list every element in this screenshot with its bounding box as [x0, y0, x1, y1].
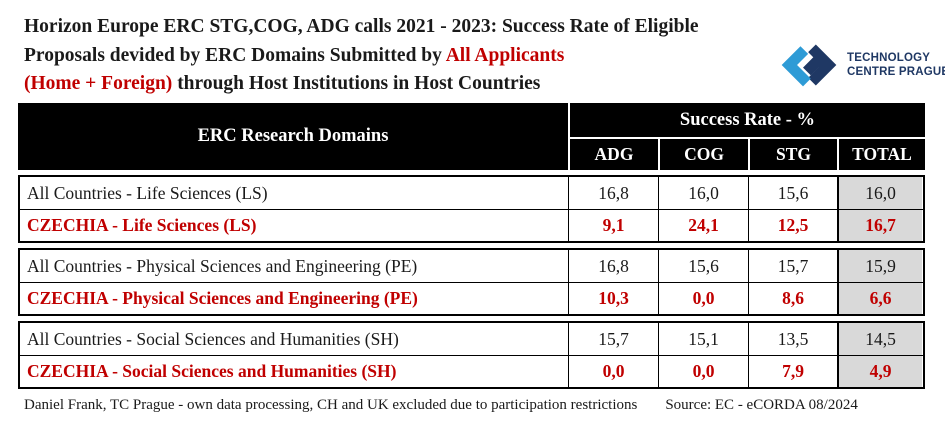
value-total: 4,9 — [837, 356, 922, 387]
table-row-czechia-sh: CZECHIA - Social Sciences and Humanities… — [20, 355, 923, 387]
row-label: CZECHIA - Life Sciences (LS) — [27, 215, 257, 235]
row-label: CZECHIA - Physical Sciences and Engineer… — [27, 288, 418, 308]
header-erc-research-domains: ERC Research Domains — [197, 126, 389, 146]
group-physical-sciences: All Countries - Physical Sciences and En… — [18, 248, 925, 316]
title-line-2-black: Proposals devided by ERC Domains Submitt… — [24, 44, 446, 66]
value-cog: 24,1 — [658, 210, 748, 241]
value-stg: 8,6 — [748, 283, 837, 314]
value-cog: 0,0 — [658, 356, 748, 387]
technology-centre-prague-logo: TECHNOLOGY CENTRE PRAGUE — [780, 36, 945, 94]
header-col-total: TOTAL — [837, 139, 925, 170]
row-label: CZECHIA - Social Sciences and Humanities… — [27, 361, 397, 381]
value-stg: 15,7 — [748, 250, 837, 282]
footer-attribution: Daniel Frank, TC Prague - own data proce… — [24, 397, 638, 413]
title-line-3-black: through Host Institutions in Host Countr… — [172, 73, 541, 94]
value-stg: 7,9 — [748, 356, 837, 387]
value-adg: 16,8 — [568, 250, 658, 282]
group-social-sciences: All Countries - Social Sciences and Huma… — [18, 321, 925, 389]
group-life-sciences: All Countries - Life Sciences (LS) 16,8 … — [18, 175, 925, 243]
title-line-3-red: (Home + Foreign) — [24, 73, 173, 94]
header-col-cog: COG — [658, 139, 748, 170]
header-col-adg: ADG — [568, 139, 658, 170]
value-total: 14,5 — [837, 323, 922, 355]
footer: Daniel Frank, TC Prague - own data proce… — [24, 397, 858, 414]
row-label: All Countries - Physical Sciences and En… — [27, 255, 418, 276]
value-adg: 0,0 — [568, 356, 658, 387]
success-rate-table: ERC Research Domains Success Rate - % AD… — [18, 103, 925, 389]
logo-text-line-1: TECHNOLOGY — [847, 52, 931, 64]
logo-text-line-2: CENTRE PRAGUE — [847, 66, 945, 78]
logo-text: TECHNOLOGY CENTRE PRAGUE — [847, 51, 945, 79]
tc-prague-diamond-icon — [781, 44, 837, 87]
header-col-stg: STG — [748, 139, 837, 170]
value-total: 15,9 — [837, 250, 922, 282]
row-label: All Countries - Social Sciences and Huma… — [27, 328, 399, 349]
value-total: 16,7 — [837, 210, 922, 241]
value-cog: 16,0 — [658, 177, 748, 209]
table-row-czechia-ls: CZECHIA - Life Sciences (LS) 9,1 24,1 12… — [20, 209, 923, 241]
value-adg: 9,1 — [568, 210, 658, 241]
title-line-1-text: Horizon Europe ERC STG,COG, ADG calls 20… — [24, 16, 699, 37]
value-total: 16,0 — [837, 177, 922, 209]
title-line-2-red: All Applicants — [445, 44, 565, 66]
value-stg: 12,5 — [748, 210, 837, 241]
title-line-2: Proposals devided by ERC Domains Submitt… — [24, 42, 786, 71]
value-adg: 10,3 — [568, 283, 658, 314]
value-adg: 15,7 — [568, 323, 658, 355]
value-cog: 15,1 — [658, 323, 748, 355]
page-title: Horizon Europe ERC STG,COG, ADG calls 20… — [24, 13, 786, 99]
value-stg: 13,5 — [748, 323, 837, 355]
value-stg: 15,6 — [748, 177, 837, 209]
value-cog: 15,6 — [658, 250, 748, 282]
header-success-rate: Success Rate - % — [568, 103, 925, 139]
table-header: ERC Research Domains Success Rate - % AD… — [18, 103, 925, 170]
value-total: 6,6 — [837, 283, 922, 314]
value-cog: 0,0 — [658, 283, 748, 314]
table-row-all-countries-ls: All Countries - Life Sciences (LS) 16,8 … — [20, 177, 923, 209]
value-adg: 16,8 — [568, 177, 658, 209]
table-row-czechia-pe: CZECHIA - Physical Sciences and Engineer… — [20, 282, 923, 314]
table-row-all-countries-sh: All Countries - Social Sciences and Huma… — [20, 323, 923, 355]
row-label: All Countries - Life Sciences (LS) — [27, 182, 268, 203]
footer-source: Source: EC - eCORDA 08/2024 — [665, 397, 858, 413]
title-line-1: Horizon Europe ERC STG,COG, ADG calls 20… — [24, 13, 786, 42]
title-line-3: (Home + Foreign) through Host Institutio… — [24, 70, 786, 99]
table-row-all-countries-pe: All Countries - Physical Sciences and En… — [20, 250, 923, 282]
